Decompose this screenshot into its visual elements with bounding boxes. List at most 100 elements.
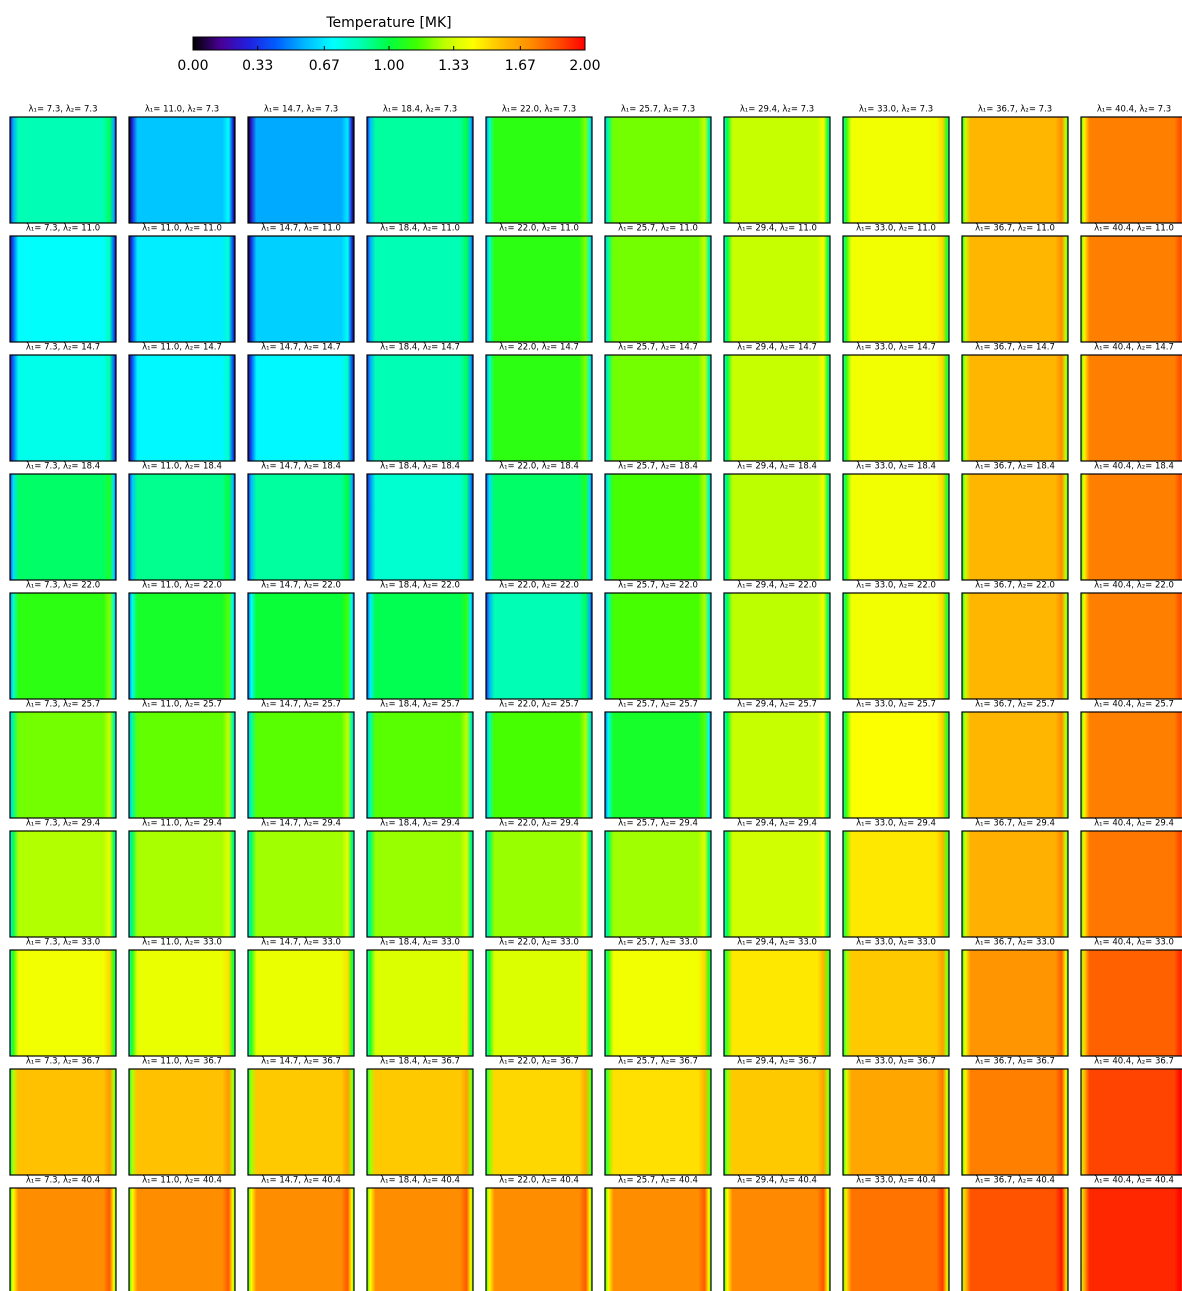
panel [1080, 1187, 1182, 1291]
panel [604, 592, 712, 700]
panel [128, 711, 236, 819]
panel [366, 1068, 474, 1176]
panel-title: λ₁= 7.3, λ₂= 29.4 [26, 819, 100, 829]
panel-title: λ₁= 18.4, λ₂= 40.4 [380, 1176, 460, 1186]
panel-title: λ₁= 25.7, λ₂= 14.7 [618, 343, 698, 353]
panel [961, 711, 1069, 819]
panel-title: λ₁= 36.7, λ₂= 11.0 [975, 224, 1055, 234]
panel-title: λ₁= 40.4, λ₂= 11.0 [1094, 224, 1174, 234]
panel [485, 830, 593, 938]
panel-title: λ₁= 33.0, λ₂= 25.7 [856, 700, 936, 710]
panel-title: λ₁= 11.0, λ₂= 11.0 [142, 224, 222, 234]
panel-title: λ₁= 29.4, λ₂= 33.0 [737, 938, 817, 948]
panel [961, 354, 1069, 462]
panel [1080, 1068, 1182, 1176]
panel [604, 711, 712, 819]
panel [366, 949, 474, 1057]
panel [9, 1068, 117, 1176]
panel-title: λ₁= 36.7, λ₂= 18.4 [975, 462, 1055, 472]
panel-title: λ₁= 40.4, λ₂= 40.4 [1094, 1176, 1174, 1186]
panel-title: λ₁= 14.7, λ₂= 18.4 [261, 462, 341, 472]
panel-title: λ₁= 25.7, λ₂= 7.3 [621, 105, 695, 115]
panel [247, 949, 355, 1057]
panel [723, 949, 831, 1057]
panel [723, 592, 831, 700]
panel [961, 1068, 1069, 1176]
panel [961, 949, 1069, 1057]
panel [1080, 354, 1182, 462]
panel [842, 1187, 950, 1291]
panel [247, 592, 355, 700]
panel [723, 1068, 831, 1176]
panel [366, 354, 474, 462]
panel-title: λ₁= 18.4, λ₂= 18.4 [380, 462, 460, 472]
panel [366, 711, 474, 819]
panel-title: λ₁= 7.3, λ₂= 40.4 [26, 1176, 100, 1186]
colorbar-tick-label: 0.67 [309, 58, 340, 74]
panel-title: λ₁= 11.0, λ₂= 33.0 [142, 938, 222, 948]
panel [366, 473, 474, 581]
panel-title: λ₁= 36.7, λ₂= 14.7 [975, 343, 1055, 353]
panel [604, 1187, 712, 1291]
panel-title: λ₁= 11.0, λ₂= 25.7 [142, 700, 222, 710]
panel-title: λ₁= 22.0, λ₂= 18.4 [499, 462, 579, 472]
panel-title: λ₁= 36.7, λ₂= 36.7 [975, 1057, 1055, 1067]
panel-title: λ₁= 18.4, λ₂= 25.7 [380, 700, 460, 710]
panel [723, 235, 831, 343]
panel [842, 116, 950, 224]
panel-title: λ₁= 11.0, λ₂= 14.7 [142, 343, 222, 353]
panel [604, 116, 712, 224]
panel-title: λ₁= 25.7, λ₂= 22.0 [618, 581, 698, 591]
panel-title: λ₁= 40.4, λ₂= 29.4 [1094, 819, 1174, 829]
panel-title: λ₁= 40.4, λ₂= 25.7 [1094, 700, 1174, 710]
panel [9, 830, 117, 938]
panel-title: λ₁= 11.0, λ₂= 40.4 [142, 1176, 222, 1186]
panel [485, 949, 593, 1057]
panel-title: λ₁= 22.0, λ₂= 33.0 [499, 938, 579, 948]
panel-title: λ₁= 33.0, λ₂= 29.4 [856, 819, 936, 829]
panel-title: λ₁= 14.7, λ₂= 14.7 [261, 343, 341, 353]
panel-title: λ₁= 7.3, λ₂= 7.3 [29, 105, 98, 115]
panel-title: λ₁= 33.0, λ₂= 22.0 [856, 581, 936, 591]
panel [247, 235, 355, 343]
panel [247, 1187, 355, 1291]
panel-title: λ₁= 36.7, λ₂= 33.0 [975, 938, 1055, 948]
panel [9, 473, 117, 581]
panel [247, 116, 355, 224]
panel [1080, 592, 1182, 700]
panel-title: λ₁= 29.4, λ₂= 11.0 [737, 224, 817, 234]
panel [961, 830, 1069, 938]
panel-title: λ₁= 36.7, λ₂= 40.4 [975, 1176, 1055, 1186]
colorbar-tick-label: 0.00 [177, 58, 208, 74]
panel [1080, 830, 1182, 938]
panel-title: λ₁= 40.4, λ₂= 14.7 [1094, 343, 1174, 353]
panel-title: λ₁= 33.0, λ₂= 18.4 [856, 462, 936, 472]
panel-title: λ₁= 11.0, λ₂= 36.7 [142, 1057, 222, 1067]
panel-title: λ₁= 14.7, λ₂= 33.0 [261, 938, 341, 948]
panel-title: λ₁= 25.7, λ₂= 36.7 [618, 1057, 698, 1067]
colorbar-tick-label: 1.67 [505, 58, 536, 74]
panel-title: λ₁= 22.0, λ₂= 7.3 [502, 105, 576, 115]
panel [604, 354, 712, 462]
panel [604, 949, 712, 1057]
panel-title: λ₁= 40.4, λ₂= 7.3 [1097, 105, 1171, 115]
panel [485, 1187, 593, 1291]
panel-title: λ₁= 22.0, λ₂= 25.7 [499, 700, 579, 710]
panel-title: λ₁= 7.3, λ₂= 11.0 [26, 224, 100, 234]
panel [128, 116, 236, 224]
panel [247, 711, 355, 819]
colorbar-tick-label: 1.33 [438, 58, 469, 74]
panel-title: λ₁= 33.0, λ₂= 11.0 [856, 224, 936, 234]
panel [842, 354, 950, 462]
panel [723, 116, 831, 224]
panel [723, 354, 831, 462]
panel [128, 592, 236, 700]
panel [128, 1187, 236, 1291]
panel [485, 592, 593, 700]
panel [247, 830, 355, 938]
panel [9, 949, 117, 1057]
panel [9, 592, 117, 700]
panel-title: λ₁= 14.7, λ₂= 36.7 [261, 1057, 341, 1067]
panel-title: λ₁= 18.4, λ₂= 14.7 [380, 343, 460, 353]
panel [9, 116, 117, 224]
